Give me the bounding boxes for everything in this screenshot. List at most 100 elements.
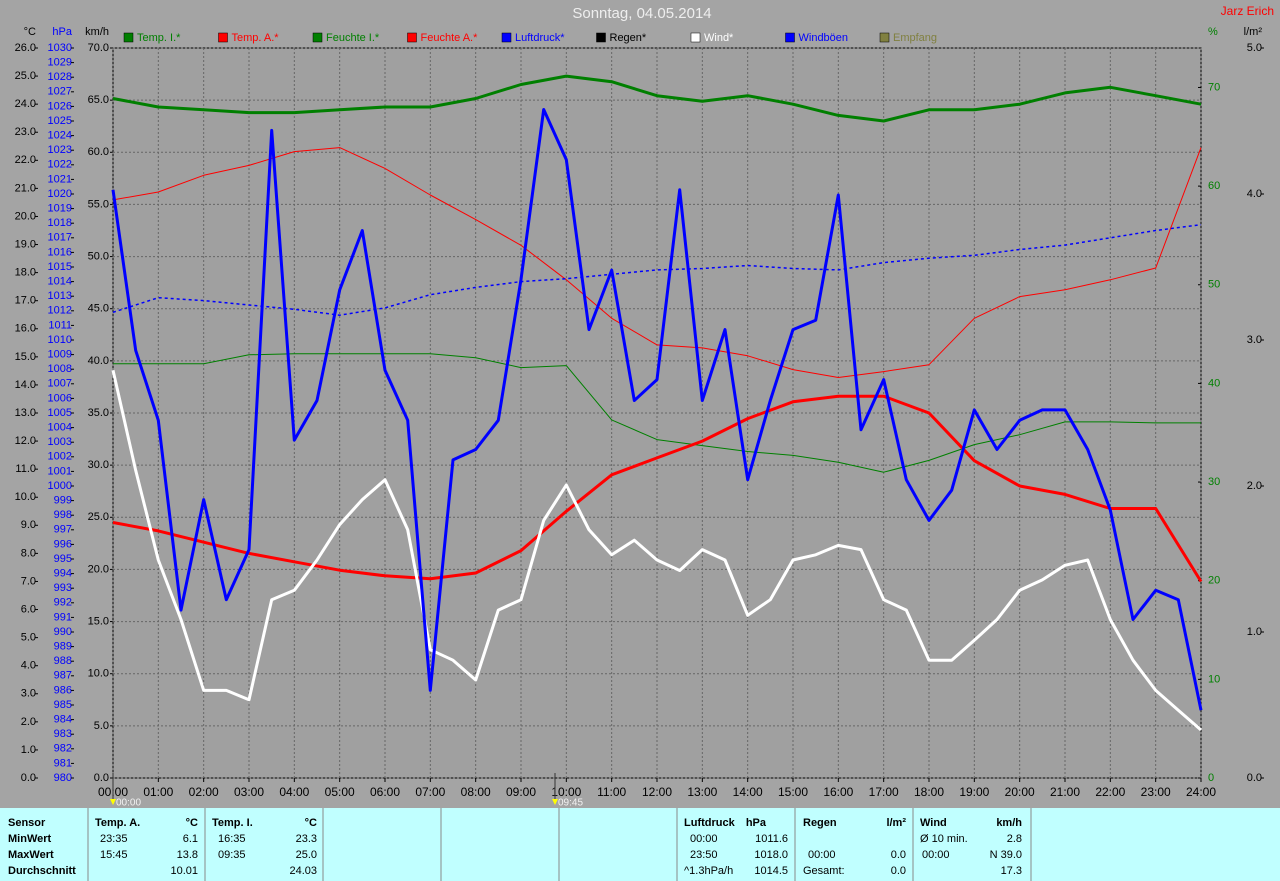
column-header: Regen — [803, 817, 837, 829]
y-tick-label: 35.0 — [88, 407, 109, 419]
x-tick-label: 15:00 — [778, 785, 808, 799]
y-tick-label: 20.0 — [88, 563, 109, 575]
y-tick-label: 15.0 — [15, 351, 36, 363]
x-tick-label: 19:00 — [959, 785, 989, 799]
series-line — [112, 147, 1202, 378]
y-tick-label: 1019 — [48, 203, 72, 215]
y-tick-label: 10.0 — [15, 491, 36, 503]
cell-label: ^1.3hPa/h — [684, 865, 733, 877]
y-tick-label: 982 — [54, 743, 72, 755]
y-tick-label: 16.0 — [15, 323, 36, 335]
y-tick-label: 1024 — [48, 130, 72, 142]
author: Jarz Erich — [1221, 4, 1274, 18]
y-tick-label: 993 — [54, 582, 72, 594]
y-tick-label: 1.0 — [21, 744, 36, 756]
y-tick-label: 1011 — [48, 319, 72, 331]
y-tick-label: 22.0 — [15, 154, 36, 166]
x-tick-label: 16:00 — [823, 785, 853, 799]
y-tick-label: 1022 — [48, 159, 72, 171]
y-tick-label: 5.0 — [21, 632, 36, 644]
y-tick-label: 10 — [1208, 673, 1220, 685]
cell-value: 2.8 — [1007, 833, 1022, 845]
y-tick-label: 1004 — [48, 422, 72, 434]
chart-title: Sonntag, 04.05.2014 — [572, 5, 711, 22]
y-tick-label: 1014 — [48, 276, 72, 288]
x-tick-label: 20:00 — [1005, 785, 1035, 799]
y-tick-label: 1003 — [48, 436, 72, 448]
cell-value: 1018.0 — [754, 849, 788, 861]
cell-value: 0.0 — [891, 865, 906, 877]
x-tick-label: 04:00 — [279, 785, 309, 799]
y-tick-label: 70 — [1208, 81, 1220, 93]
column-unit: hPa — [746, 817, 767, 829]
y-tick-label: 985 — [54, 699, 72, 711]
cell-value: 17.3 — [1001, 865, 1022, 877]
y-tick-label: 21.0 — [15, 182, 36, 194]
y-tick-label: 45.0 — [88, 303, 109, 315]
y-tick-label: 1025 — [48, 115, 72, 127]
legend-label: Wind* — [704, 32, 734, 44]
row-label: Sensor — [8, 817, 46, 829]
y-tick-label: 5.0 — [1247, 42, 1262, 54]
series-line — [113, 353, 1201, 473]
y-tick-label: 981 — [54, 757, 72, 769]
y-tick-label: 50 — [1208, 279, 1220, 291]
y-tick-label: 1029 — [48, 57, 72, 69]
y-tick-label: 1021 — [48, 173, 72, 185]
y-tick-label: 5.0 — [94, 720, 109, 732]
y-tick-label: 20 — [1208, 575, 1220, 587]
legend-swatch — [690, 32, 701, 43]
axis-unit: hPa — [52, 26, 72, 38]
x-tick-label: 12:00 — [642, 785, 672, 799]
legend-label: Temp. I.* — [137, 32, 181, 44]
y-tick-label: 3.0 — [1247, 334, 1262, 346]
cell-label: 16:35 — [218, 833, 246, 845]
axis-unit: % — [1208, 26, 1218, 38]
cell-label: 23:50 — [690, 849, 718, 861]
y-tick-label: 983 — [54, 728, 72, 740]
column-header: Temp. A. — [95, 817, 140, 829]
y-tick-label: 19.0 — [15, 238, 36, 250]
legend-swatch — [879, 32, 890, 43]
y-tick-label: 1013 — [48, 290, 72, 302]
y-tick-label: 1.0 — [1247, 626, 1262, 638]
y-tick-label: 15.0 — [88, 615, 109, 627]
x-tick-label: 10:00 — [551, 785, 581, 799]
x-tick-label: 05:00 — [325, 785, 355, 799]
y-tick-label: 1018 — [48, 217, 72, 229]
legend-swatch — [785, 32, 795, 43]
x-tick-label: 03:00 — [234, 785, 264, 799]
y-tick-label: 65.0 — [88, 94, 109, 106]
y-tick-label: 9.0 — [21, 519, 36, 531]
y-tick-label: 0.0 — [21, 772, 36, 784]
y-tick-label: 1005 — [48, 407, 72, 419]
column-unit: l/m² — [886, 817, 906, 829]
x-tick-label: 11:00 — [597, 785, 626, 799]
legend-swatch — [596, 32, 606, 43]
legend-swatch — [218, 32, 228, 43]
x-tick-label: 21:00 — [1050, 785, 1080, 799]
y-tick-label: 26.0 — [15, 42, 36, 54]
legend-label: Luftdruck* — [515, 32, 565, 44]
y-tick-label: 8.0 — [21, 547, 36, 559]
y-tick-label: 1016 — [48, 246, 72, 258]
y-tick-label: 984 — [54, 714, 72, 726]
cell-value: 13.8 — [177, 849, 198, 861]
cell-label: Ø 10 min. — [920, 833, 968, 845]
y-tick-label: 0 — [1208, 772, 1214, 784]
legend-label: Temp. A.* — [232, 32, 280, 44]
y-tick-label: 30 — [1208, 476, 1220, 488]
x-tick-label: 13:00 — [687, 785, 717, 799]
legend-label: Regen* — [610, 32, 647, 44]
y-tick-label: 1027 — [48, 86, 72, 98]
y-tick-label: 991 — [54, 611, 72, 623]
column-header: Luftdruck — [684, 817, 736, 829]
cell-value: 10.01 — [170, 865, 198, 877]
y-tick-label: 17.0 — [15, 295, 36, 307]
x-tick-label: 24:00 — [1186, 785, 1216, 799]
marker — [110, 799, 116, 805]
x-tick-label: 18:00 — [914, 785, 944, 799]
cell-label: 00:00 — [808, 849, 836, 861]
x-tick-label: 07:00 — [415, 785, 445, 799]
